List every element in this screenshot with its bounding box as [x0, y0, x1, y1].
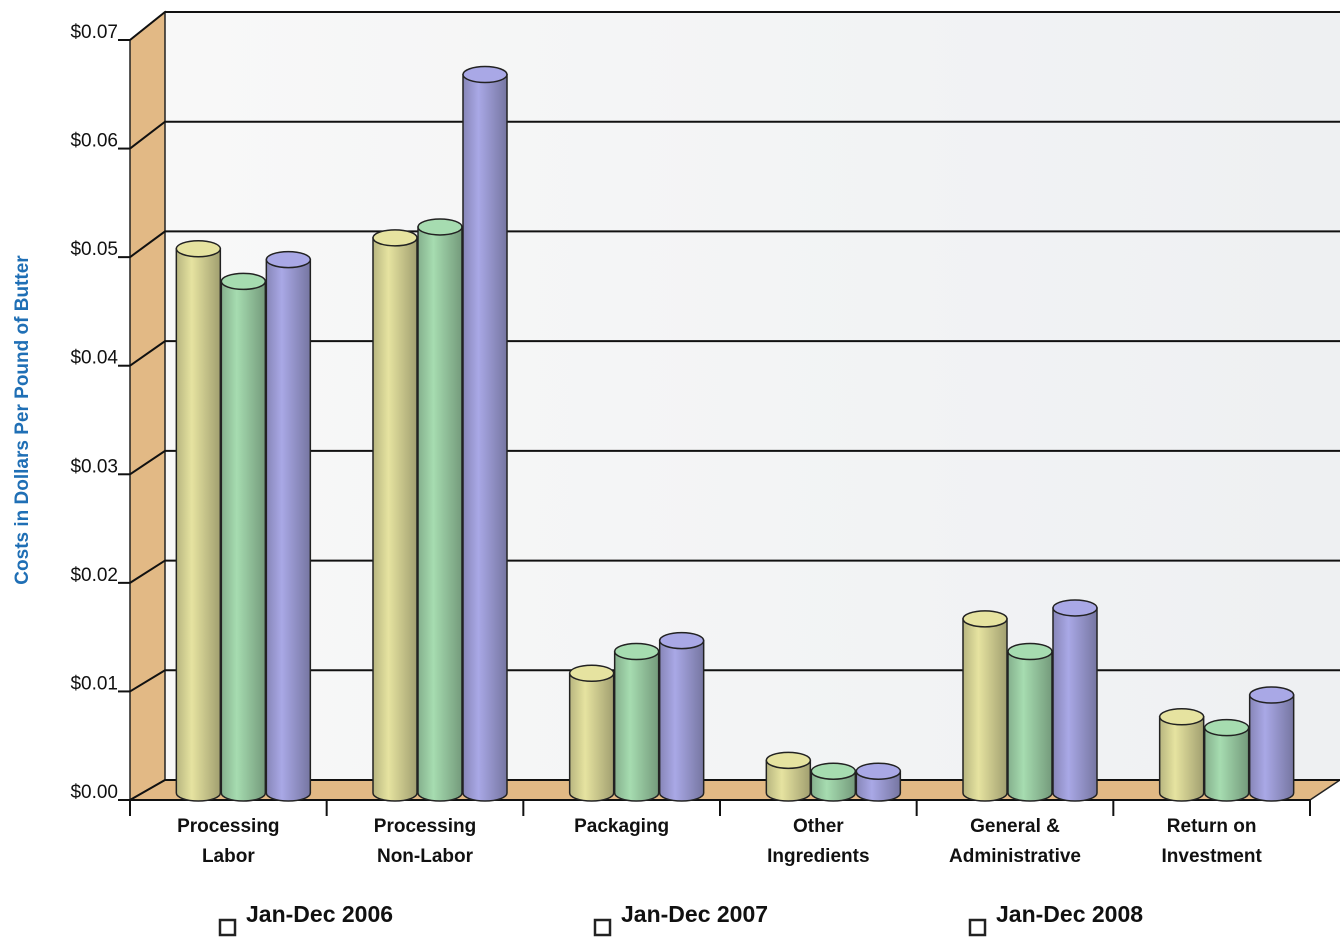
grid-line: [129, 11, 1340, 41]
y-tick-label: $0.03: [70, 456, 118, 477]
bar-top: [1203, 718, 1250, 737]
bar-body: [372, 237, 418, 802]
y-tick-label: $0.02: [70, 565, 118, 586]
x-tick-label: Return on Investment: [1161, 816, 1262, 867]
bar-top: [265, 250, 312, 269]
bar-body: [265, 258, 312, 802]
bar-body: [1158, 716, 1205, 802]
bar-top: [810, 762, 857, 780]
y-axis-label: Costs in Dollars Per Pound of Butter: [12, 255, 33, 585]
bar-body: [220, 280, 267, 802]
bar-top: [462, 65, 508, 84]
bar-top: [962, 610, 1008, 628]
legend-label: Jan-Dec 2006: [246, 901, 393, 927]
x-tick-label: Packaging: [574, 816, 670, 837]
bar: [372, 229, 418, 802]
bar: [568, 664, 615, 802]
y-tick-label: $0.07: [70, 22, 118, 43]
y-tick-label: $0.01: [70, 673, 118, 694]
bar-body: [1248, 694, 1295, 802]
grid-line: [129, 669, 1340, 693]
bar-body: [417, 226, 463, 802]
bar: [1007, 642, 1053, 802]
grid-line: [129, 559, 1340, 584]
y-tick-label: $0.00: [70, 782, 118, 803]
bar-body: [175, 247, 222, 802]
y-tick-label: $0.06: [70, 131, 118, 152]
bar-body: [568, 672, 615, 802]
bar-top: [372, 229, 418, 247]
back-wall: [165, 12, 1340, 780]
bar-top: [417, 218, 463, 236]
bar: [658, 631, 705, 802]
bar-top: [613, 642, 660, 661]
bar-top: [568, 664, 615, 683]
bar: [1248, 686, 1295, 802]
bar: [462, 65, 508, 802]
bar-top: [220, 272, 267, 291]
bar: [613, 642, 660, 802]
bar-top: [1052, 599, 1098, 617]
bar: [1158, 708, 1205, 802]
grid-line: [129, 449, 1340, 476]
y-tick-label: $0.04: [70, 348, 118, 369]
legend-swatch: [218, 918, 237, 937]
bar-body: [765, 759, 812, 802]
grid-line: [129, 779, 1340, 801]
bar-body: [962, 618, 1008, 802]
bar: [1052, 599, 1098, 802]
bar-body: [1007, 650, 1053, 802]
grid-line: [129, 230, 1340, 258]
bar: [220, 272, 267, 802]
bar-top: [765, 751, 812, 770]
bar-top: [1248, 686, 1295, 704]
bar-top: [1007, 642, 1053, 661]
x-tick-label: Other Ingredients: [767, 816, 870, 867]
bar: [855, 762, 902, 802]
bar-top: [175, 239, 222, 258]
floor: [127, 779, 1340, 801]
bar-body: [613, 650, 660, 802]
legend-swatch: [968, 918, 987, 937]
x-tick-label: Processing Non-Labor: [373, 816, 477, 867]
x-tick-label: Processing Labor: [177, 816, 280, 867]
bar-top: [855, 762, 902, 780]
bar-body: [1052, 607, 1098, 802]
bar-body: [1203, 726, 1250, 802]
bar-top: [1158, 708, 1205, 726]
legend-label: Jan-Dec 2008: [996, 901, 1143, 927]
grid-line: [129, 120, 1340, 150]
bar: [265, 250, 312, 802]
legend-swatch: [593, 918, 612, 937]
grid-line: [129, 340, 1340, 367]
bar: [417, 218, 463, 802]
bar-body: [462, 73, 508, 802]
bar: [962, 610, 1008, 802]
bar: [1203, 718, 1250, 802]
bar: [810, 762, 857, 802]
x-tick-label: General & Administrative: [949, 816, 1081, 867]
bar-top: [658, 631, 705, 650]
bar: [765, 751, 812, 802]
y-tick-label: $0.05: [70, 239, 118, 260]
bar-body: [658, 639, 705, 802]
bar: [175, 239, 222, 802]
legend-label: Jan-Dec 2007: [621, 901, 768, 927]
